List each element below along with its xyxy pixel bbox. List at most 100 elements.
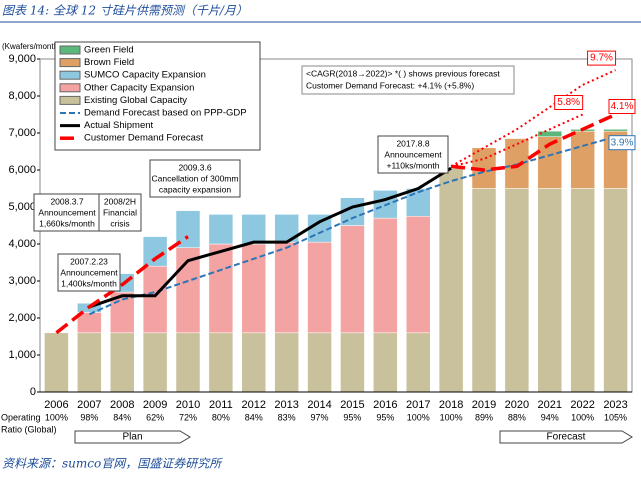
- bar-segment: [405, 216, 431, 334]
- bar-segment: [373, 217, 398, 334]
- bar-segment: [274, 241, 299, 334]
- operating-ratio: 89%: [475, 412, 493, 422]
- legend-label: Brown Field: [84, 57, 134, 68]
- annotation-text: 2008/2H: [104, 196, 136, 206]
- bar-segment: [175, 332, 201, 393]
- operating-ratio: 84%: [245, 412, 263, 422]
- bar-segment: [241, 243, 267, 334]
- note-text: Customer Demand Forecast: +4.1% (+5.8%): [306, 80, 474, 90]
- label-box: [554, 95, 584, 110]
- page-title: 图表 14: 全球 12 寸硅片供需预测（千片/月）: [2, 4, 248, 18]
- legend-swatch: [59, 95, 81, 105]
- annotation-text: capacity expansion: [159, 184, 232, 194]
- x-tick-label: 2023: [603, 399, 627, 411]
- annotation-text: Announcement: [384, 149, 442, 159]
- bar-segment: [603, 188, 628, 393]
- y-tick-label: 9,000: [8, 53, 36, 65]
- x-tick-label: 2007: [77, 399, 101, 411]
- legend-box: [54, 41, 261, 151]
- line-series: [450, 69, 616, 168]
- x-tick-label: 2020: [505, 399, 529, 411]
- annotation-text: Cancellation of 300mm: [152, 173, 239, 183]
- legend-swatch: [59, 58, 81, 68]
- annotation-text: Financial: [103, 207, 137, 217]
- bar-segment: [537, 188, 563, 393]
- bar-segment: [340, 332, 365, 393]
- bar-segment: [208, 243, 234, 334]
- bar-segment: [241, 214, 267, 245]
- legend-label: Customer Demand Forecast: [84, 133, 204, 144]
- operating-ratio: 100%: [440, 412, 463, 422]
- operating-ratio: 97%: [311, 412, 329, 422]
- operating-ratio: 95%: [376, 412, 394, 422]
- bar-segment: [208, 332, 234, 393]
- bar-segment: [405, 332, 431, 393]
- x-tick-label: 2008: [110, 399, 134, 411]
- annotation-text: 2007.2.23: [70, 256, 108, 266]
- y-tick-label: 1,000: [8, 349, 36, 361]
- bar-segment: [438, 167, 464, 393]
- note-box: [301, 65, 515, 95]
- bar-segment: [77, 332, 102, 393]
- x-tick-label: 2016: [373, 399, 397, 411]
- bar-segment: [142, 236, 168, 267]
- bar-segment: [307, 241, 332, 334]
- bar-segment: [537, 130, 563, 137]
- operating-ratio: 105%: [604, 412, 627, 422]
- bar-segment: [241, 332, 267, 393]
- label-box: [608, 135, 636, 151]
- bar-segment: [274, 332, 299, 393]
- bar-segment: [142, 265, 168, 334]
- annotation-box: [57, 253, 121, 292]
- operating-ratio: 100%: [45, 412, 68, 422]
- operating-label: Operating: [1, 412, 41, 422]
- bar-segment: [208, 214, 234, 245]
- end-label: 3.9%: [611, 137, 634, 148]
- operating-ratio: 72%: [179, 412, 197, 422]
- line-series: [450, 112, 617, 172]
- annotation-box: [377, 135, 449, 174]
- x-tick-label: 2018: [439, 399, 463, 411]
- bar-segment: [340, 225, 365, 334]
- y-tick-label: 7,000: [8, 127, 36, 139]
- projection-label: 9.7%: [590, 53, 613, 64]
- x-tick-label: 2019: [472, 399, 496, 411]
- legend-label: Demand Forecast based on PPP-GDP: [84, 108, 247, 119]
- line-series: [55, 235, 189, 335]
- x-tick-label: 2010: [176, 399, 200, 411]
- operating-ratio: 88%: [508, 412, 526, 422]
- legend-label: Existing Global Capacity: [84, 95, 187, 106]
- y-tick-label: 6,000: [8, 164, 36, 176]
- x-tick-label: 2014: [307, 399, 331, 411]
- legend-swatch: [59, 83, 81, 93]
- x-tick-label: 2006: [44, 399, 68, 411]
- x-tick-label: 2011: [209, 399, 233, 411]
- bar-segment: [307, 332, 332, 393]
- operating-ratio: 62%: [146, 412, 164, 422]
- y-tick-label: 0: [30, 386, 36, 398]
- projection-label: 5.8%: [557, 97, 580, 108]
- legend-label: Actual Shipment: [84, 120, 154, 131]
- phase-label: Plan: [122, 432, 142, 443]
- annotation-text: 1,400ks/month: [61, 278, 117, 288]
- operating-ratio: 80%: [212, 412, 230, 422]
- y-tick-label: 5,000: [8, 201, 36, 213]
- x-tick-label: 2015: [340, 399, 364, 411]
- annotation-box: [98, 193, 142, 232]
- legend-label: Green Field: [84, 45, 134, 56]
- source: 资料来源：sumco官网，国盛证券研究所: [2, 457, 223, 471]
- annotation-text: Announcement: [38, 207, 96, 217]
- label-box: [587, 50, 617, 66]
- annotation-text: 1,660ks/month: [39, 218, 95, 228]
- legend-swatch: [59, 70, 81, 80]
- phase-arrow: [499, 430, 633, 444]
- annotation-text: crisis: [110, 218, 129, 228]
- note-text: <CAGR(2018→2022)> *( ) shows previous fo…: [306, 68, 500, 78]
- end-label: 4.1%: [611, 101, 634, 112]
- line-series: [88, 135, 616, 316]
- annotation-box: [149, 159, 241, 198]
- x-tick-label: 2021: [538, 399, 562, 411]
- operating-label: Ratio (Global): [1, 424, 57, 434]
